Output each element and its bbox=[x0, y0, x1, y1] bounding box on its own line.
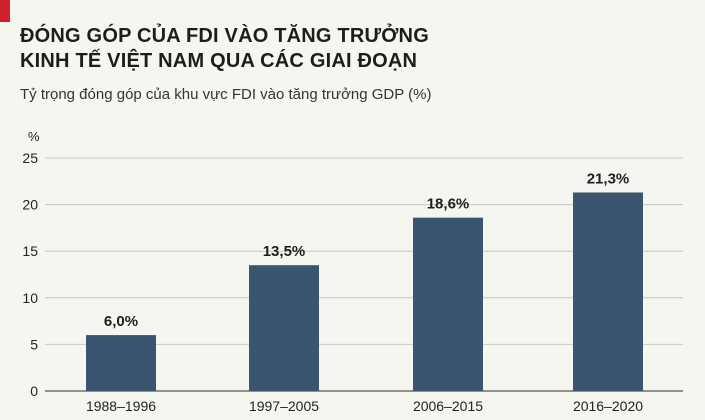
y-tick-label: 10 bbox=[22, 290, 38, 306]
chart-title: ĐÓNG GÓP CỦA FDI VÀO TĂNG TRƯỞNG KINH TẾ… bbox=[20, 24, 429, 74]
y-tick-label: 25 bbox=[22, 150, 38, 166]
brand-accent-bar bbox=[0, 0, 10, 22]
y-axis-unit-label: % bbox=[28, 129, 40, 144]
labels: % 0 5 10 15 20 25 6,0% 1988–1996 13,5% 1997–2005 18… bbox=[22, 129, 643, 414]
chart-title-line-1: ĐÓNG GÓP CỦA FDI VÀO TĂNG TRƯỞNG bbox=[20, 25, 429, 47]
bar bbox=[573, 192, 643, 391]
bars bbox=[86, 192, 643, 391]
chart-title-line-2: KINH TẾ VIỆT NAM QUA CÁC GIAI ĐOẠN bbox=[20, 50, 418, 72]
y-tick-label: 0 bbox=[30, 383, 38, 399]
data-label: 21,3% bbox=[587, 170, 630, 187]
data-label: 18,6% bbox=[427, 196, 470, 213]
x-tick-label: 1988–1996 bbox=[86, 398, 156, 414]
x-tick-label: 2006–2015 bbox=[413, 398, 483, 414]
bar bbox=[413, 217, 483, 391]
bar bbox=[86, 335, 156, 391]
data-label: 13,5% bbox=[263, 243, 306, 260]
chart-subtitle: Tỷ trọng đóng góp của khu vực FDI vào tă… bbox=[20, 86, 432, 103]
x-tick-label: 1997–2005 bbox=[249, 398, 319, 414]
y-tick-label: 5 bbox=[30, 336, 38, 352]
y-tick-label: 15 bbox=[22, 243, 38, 259]
y-tick-label: 20 bbox=[22, 197, 38, 213]
bar bbox=[249, 265, 319, 391]
x-tick-label: 2016–2020 bbox=[573, 398, 643, 414]
data-label: 6,0% bbox=[104, 313, 138, 330]
